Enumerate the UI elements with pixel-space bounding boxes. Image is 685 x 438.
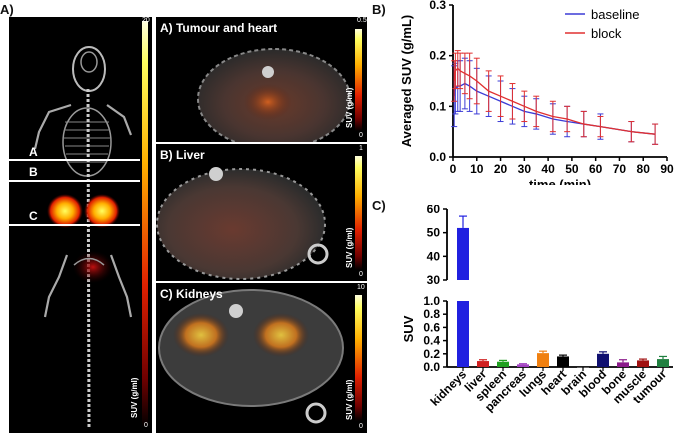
- panel-c-letter: C): [372, 198, 386, 213]
- slice-label-a: A: [29, 145, 38, 159]
- slice-b-colorbar-max: 1: [359, 145, 363, 152]
- vertebra: [209, 167, 223, 181]
- skull: [72, 46, 106, 92]
- bone-cross-section: [307, 243, 329, 265]
- vertebra: [229, 304, 243, 318]
- slice-b-colorbar-min: 0: [359, 271, 363, 278]
- x-tick-label: 30: [518, 162, 532, 176]
- y-tick-label: 0.6: [423, 320, 440, 334]
- bar-pancreas: [517, 364, 529, 367]
- line-chart: 0 10 20 30 40 50 60 70 80 90 0.0 0.1 0.2 0.3 time (min…: [399, 0, 674, 185]
- x-tick-label: 70: [613, 162, 627, 176]
- series-line-baseline: [453, 82, 656, 135]
- slice-c-colorbar-frame: [352, 283, 367, 433]
- whole-body-colorbar-title: SUV (g/ml): [130, 377, 139, 418]
- bone-cross-section: [305, 402, 327, 424]
- legend-label-block: block: [591, 26, 622, 41]
- right-kidney-uptake: [253, 313, 309, 357]
- bar-spleen: [497, 361, 509, 367]
- slice-a-colorbar-frame: [352, 17, 367, 142]
- slice-c-colorbar-min: 0: [359, 423, 363, 430]
- whole-body-image: A B C: [9, 17, 140, 433]
- panel-a-letter: A): [0, 2, 14, 17]
- bar-bone: [617, 362, 629, 367]
- bar-chart: 304050600.00.20.40.60.81.0SUVkidneyslive…: [401, 205, 673, 414]
- bar-lungs: [537, 353, 549, 367]
- x-tick-label: 90: [660, 162, 674, 176]
- slice-c-colorbar: [355, 295, 362, 421]
- legend-label-baseline: baseline: [591, 7, 639, 22]
- slice-b-colorbar-frame: [352, 144, 367, 281]
- x-tick-label: 20: [494, 162, 508, 176]
- bar-kidneys: [457, 301, 469, 367]
- bar-liver: [477, 361, 489, 367]
- slice-image-kidneys: C) Kidneys: [156, 283, 352, 433]
- slice-image-tumour-heart: A) Tumour and heart: [156, 17, 352, 142]
- slice-c-colorbar-title: SUV (g/ml): [345, 379, 354, 420]
- slice-b-colorbar: [355, 156, 362, 270]
- x-tick-label: 80: [637, 162, 651, 176]
- y-tick-label: 0.2: [423, 347, 440, 361]
- y-axis-title: Averaged SUV (g/mL): [399, 15, 414, 147]
- slice-title-b: B) Liver: [160, 148, 205, 162]
- panel-b-letter: B): [372, 2, 386, 17]
- heart-uptake: [244, 84, 292, 120]
- y-axis-title: SUV: [401, 315, 416, 342]
- y-tick-label: 0.4: [423, 334, 440, 348]
- x-tick-label: 50: [565, 162, 579, 176]
- slice-a-colorbar-max: 0.5: [357, 17, 367, 24]
- slice-a-colorbar-title: SUV (g/ml): [345, 87, 354, 128]
- vertebra: [262, 66, 274, 78]
- whole-body-colorbar: [142, 21, 148, 427]
- y-tick-label: 0.2: [429, 49, 446, 63]
- slice-a-colorbar: [355, 29, 362, 131]
- whole-body-colorbar-min: 0: [144, 422, 148, 429]
- x-tick-label: 10: [470, 162, 484, 176]
- y-tick-label: 1.0: [423, 294, 440, 308]
- slice-b-colorbar-title: SUV (g/ml): [345, 227, 354, 268]
- y-tick-label: 40: [427, 249, 441, 263]
- bar-muscle: [637, 360, 649, 367]
- slice-title-c: C) Kidneys: [160, 287, 223, 301]
- y-tick-label: 60: [427, 205, 441, 216]
- y-tick-label: 0.0: [429, 150, 446, 164]
- y-tick-label: 0.0: [423, 360, 440, 374]
- y-tick-label: 0.1: [429, 99, 446, 113]
- y-tick-label: 0.3: [429, 0, 446, 12]
- slice-label-c: C: [29, 209, 38, 223]
- bladder-signal: [73, 251, 113, 283]
- bar-heart: [557, 356, 569, 367]
- x-tick-label: 0: [450, 162, 457, 176]
- right-kidney-signal: [84, 194, 120, 228]
- spine: [86, 88, 91, 428]
- slice-a-colorbar-min: 0: [359, 132, 363, 139]
- bar-tumour: [657, 359, 669, 367]
- left-kidney-signal: [47, 194, 83, 228]
- slice-c-colorbar-max: 10: [357, 284, 365, 291]
- y-tick-label: 50: [427, 226, 441, 240]
- x-axis-title: time (min): [529, 177, 591, 185]
- series-line-block: [453, 67, 656, 135]
- x-tick-label: 60: [589, 162, 603, 176]
- y-tick-label: 30: [427, 273, 441, 287]
- bar-kidneys-upper: [457, 227, 469, 280]
- whole-body-colorbar-frame: [140, 17, 152, 433]
- x-tick-label: 40: [541, 162, 555, 176]
- slice-title-a: A) Tumour and heart: [160, 21, 278, 35]
- whole-body-colorbar-max: 20: [142, 17, 150, 24]
- bar-blood: [597, 353, 609, 367]
- left-kidney-uptake: [173, 313, 229, 357]
- slice-image-liver: B) Liver: [156, 144, 352, 281]
- whole-body-scan: [9, 46, 140, 428]
- slice-label-b: B: [29, 165, 38, 179]
- y-tick-label: 0.8: [423, 307, 440, 321]
